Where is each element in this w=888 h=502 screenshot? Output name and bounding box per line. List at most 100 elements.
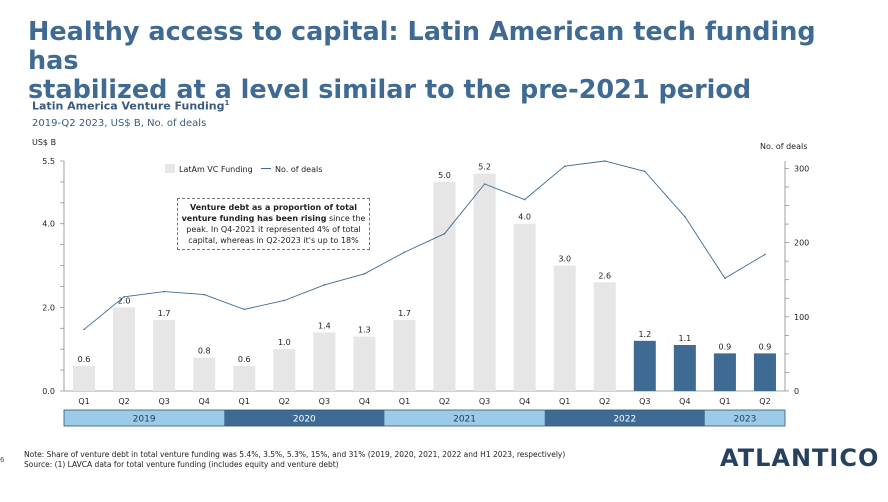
- right-tick-label: 300: [794, 164, 809, 173]
- quarter-label: Q1: [239, 397, 250, 406]
- quarter-label: Q2: [439, 397, 450, 406]
- funding-bar: [273, 349, 296, 391]
- deals-point: [443, 232, 446, 235]
- year-label: 2020: [293, 415, 316, 425]
- deals-point: [163, 290, 165, 293]
- year-band: [384, 410, 545, 426]
- bar-value-label: 1.7: [398, 309, 411, 318]
- quarter-label: Q1: [719, 397, 730, 406]
- bar-value-label: 1.2: [638, 330, 651, 339]
- deals-point: [283, 299, 286, 302]
- funding-bar: [153, 319, 176, 391]
- deals-point: [363, 272, 366, 275]
- year-band: [224, 410, 385, 426]
- legend-line-label: No. of deals: [275, 165, 322, 174]
- deals-point: [764, 253, 766, 256]
- bar-value-label: 1.7: [158, 309, 171, 318]
- deals-point: [323, 284, 326, 286]
- quarter-label: Q3: [158, 397, 169, 406]
- bar-value-label: 0.6: [238, 355, 251, 364]
- funding-bar: [193, 357, 216, 391]
- funding-bar: [233, 365, 256, 391]
- year-band: [64, 410, 225, 426]
- funding-bar: [113, 307, 136, 391]
- deals-point: [603, 160, 606, 162]
- year-label: 2021: [453, 415, 476, 425]
- quarter-label: Q1: [399, 397, 410, 406]
- funding-bar: [713, 353, 736, 391]
- title-line-2: stabilized at a level similar to the pre…: [28, 75, 752, 105]
- right-tick-label: 200: [794, 239, 809, 248]
- atlantico-logo: ATLANTICO: [720, 444, 880, 472]
- quarter-label: Q3: [479, 397, 490, 406]
- deals-point: [203, 293, 205, 296]
- right-tick-label: 0: [794, 387, 799, 396]
- page-title: Healthy access to capital: Latin America…: [28, 18, 868, 105]
- footnote: Note: Share of venture debt in total ven…: [24, 450, 565, 470]
- note-text: Note: Share of venture debt in total ven…: [24, 450, 566, 459]
- bar-value-label: 4.0: [518, 213, 531, 222]
- legend-bar-label: LatAm VC Funding: [179, 165, 253, 174]
- year-label: 2019: [133, 415, 156, 425]
- year-label: 2022: [613, 415, 636, 425]
- bar-value-label: 0.9: [759, 342, 772, 351]
- legend-bar-swatch: [165, 164, 175, 173]
- deals-point: [483, 183, 486, 185]
- deals-point: [563, 165, 566, 167]
- annotation-text: since the peak. In Q4-2021 it represente…: [186, 214, 366, 245]
- bar-value-label: 1.4: [318, 321, 331, 330]
- deals-point: [684, 215, 686, 218]
- quarter-label: Q4: [519, 397, 530, 406]
- quarter-label: Q1: [78, 397, 89, 406]
- venture-debt-annotation: Venture debt as a proportion of total ve…: [177, 198, 370, 250]
- quarter-label: Q1: [559, 397, 570, 406]
- year-band: [704, 410, 785, 426]
- funding-bar: [513, 223, 536, 391]
- bar-value-label: 1.3: [358, 326, 371, 335]
- deals-point: [83, 328, 85, 331]
- bar-value-label: 1.1: [678, 334, 691, 343]
- deals-point: [523, 198, 526, 201]
- quarter-label: Q3: [319, 397, 330, 406]
- deals-point: [403, 251, 406, 254]
- bar-value-label: 0.9: [719, 342, 732, 351]
- bar-value-label: 2.6: [598, 271, 611, 280]
- quarter-label: Q2: [279, 397, 290, 406]
- left-tick-label: 2.0: [42, 303, 55, 312]
- quarter-label: Q2: [118, 397, 129, 406]
- funding-bar: [393, 319, 416, 391]
- funding-bar: [73, 365, 96, 391]
- quarter-label: Q3: [639, 397, 650, 406]
- chart-title: Latin America Venture Funding1: [32, 99, 229, 113]
- funding-bar: [353, 336, 376, 391]
- quarter-label: Q2: [599, 397, 610, 406]
- annotation-bold-text: Venture debt as a proportion of total ve…: [181, 203, 358, 223]
- deals-point: [243, 308, 246, 311]
- left-tick-label: 4.0: [42, 220, 55, 229]
- bar-value-label: 5.0: [438, 171, 451, 180]
- bar-value-label: 2.0: [118, 296, 131, 305]
- deals-point: [644, 170, 646, 173]
- title-line-1: Healthy access to capital: Latin America…: [28, 17, 816, 76]
- funding-bar: [593, 282, 616, 391]
- right-axis-unit: No. of deals: [760, 142, 808, 151]
- funding-bar: [433, 181, 456, 391]
- year-label: 2023: [733, 415, 756, 425]
- quarter-label: Q2: [759, 397, 770, 406]
- bar-value-label: 0.6: [78, 355, 91, 364]
- venture-funding-chart: 0.0 2.0 4.0 5.5 0 100 200 300 0.6 2.0 1.7 0.8 0.6 1.0…: [42, 157, 809, 427]
- chart-title-text: Latin America Venture Funding: [32, 99, 225, 113]
- left-tick-label: 0.0: [42, 387, 55, 396]
- funding-bar: [633, 340, 656, 391]
- chart-title-footnote: 1: [224, 99, 230, 107]
- bar-value-label: 3.0: [558, 255, 571, 264]
- deals-point: [123, 295, 125, 298]
- left-axis-unit: US$ B: [32, 138, 57, 147]
- quarter-label: Q4: [679, 397, 690, 406]
- quarter-label: Q4: [198, 397, 209, 406]
- funding-bar: [553, 265, 576, 391]
- funding-bar: [673, 345, 696, 391]
- bar-value-label: 5.2: [478, 163, 491, 172]
- left-tick-label: 5.5: [42, 157, 55, 166]
- chart-subtitle: 2019-Q2 2023, US$ B, No. of deals: [32, 118, 207, 129]
